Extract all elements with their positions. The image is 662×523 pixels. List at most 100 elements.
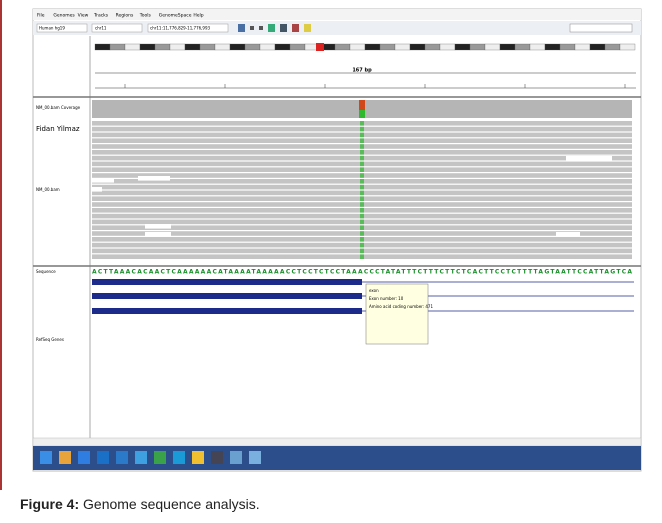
gap bbox=[138, 176, 170, 181]
task-icon[interactable] bbox=[97, 451, 109, 464]
exon bbox=[92, 293, 362, 299]
band bbox=[230, 44, 245, 50]
track-name: NM_00.bam Coverage bbox=[36, 105, 81, 110]
read-variant bbox=[360, 191, 364, 196]
band bbox=[470, 44, 485, 50]
band bbox=[335, 44, 350, 50]
gap bbox=[92, 178, 114, 183]
task-icon[interactable] bbox=[211, 451, 223, 464]
task-icon[interactable] bbox=[230, 451, 242, 464]
task-icon[interactable] bbox=[249, 451, 261, 464]
sample-name: Fidan Yilmaz bbox=[36, 125, 80, 133]
track-name: NM_00.bam bbox=[36, 187, 60, 192]
band bbox=[515, 44, 530, 50]
span-label: 167 bp bbox=[352, 68, 372, 74]
read-variant bbox=[360, 225, 364, 230]
menu-item[interactable]: Regions bbox=[116, 13, 134, 19]
tooltip-line: Amino acid coding number: 471 bbox=[369, 304, 433, 309]
gap bbox=[145, 232, 171, 237]
band bbox=[440, 44, 455, 50]
caption-label: Figure 4: bbox=[20, 496, 79, 512]
band bbox=[290, 44, 305, 50]
exon bbox=[92, 308, 362, 314]
gap bbox=[145, 224, 171, 229]
band bbox=[455, 44, 470, 50]
read-variant bbox=[360, 185, 364, 190]
read-variant bbox=[360, 127, 364, 132]
caption: Figure 4: Genome sequence analysis. bbox=[20, 496, 260, 512]
band bbox=[155, 44, 170, 50]
task-icon[interactable] bbox=[59, 451, 71, 464]
exon bbox=[92, 279, 362, 285]
band bbox=[605, 44, 620, 50]
menu-item[interactable]: GenomeSpace bbox=[159, 13, 192, 19]
chromosome: chr11 bbox=[95, 26, 107, 31]
read-variant bbox=[360, 144, 364, 149]
band bbox=[215, 44, 230, 50]
band bbox=[365, 44, 380, 50]
tooltip-line: exon bbox=[369, 288, 379, 293]
centromere bbox=[316, 43, 324, 51]
gap bbox=[92, 187, 102, 192]
menu-item[interactable]: Tracks bbox=[93, 13, 109, 19]
read-variant bbox=[360, 214, 364, 219]
coverage-variant bbox=[359, 110, 365, 118]
sequence: ACTTAAACACAACTCAAAAAACATAAAATAAAAACCTCCT… bbox=[92, 269, 632, 276]
read-variant bbox=[360, 208, 364, 213]
band bbox=[125, 44, 140, 50]
read-variant bbox=[360, 167, 364, 172]
band bbox=[425, 44, 440, 50]
figure: File GenomesView Tracks Regions Tools GenomeS… bbox=[0, 0, 662, 523]
band bbox=[380, 44, 395, 50]
band bbox=[260, 44, 275, 50]
band bbox=[545, 44, 560, 50]
read-variant bbox=[360, 138, 364, 143]
track-name: RefSeq Genes bbox=[36, 337, 64, 342]
band bbox=[485, 44, 500, 50]
task-icon[interactable] bbox=[40, 451, 52, 464]
band bbox=[185, 44, 200, 50]
caption-text: Genome sequence analysis. bbox=[83, 496, 260, 512]
band bbox=[500, 44, 515, 50]
task-icon[interactable] bbox=[135, 451, 147, 464]
band bbox=[575, 44, 590, 50]
band bbox=[110, 44, 125, 50]
ideogram bbox=[95, 43, 635, 51]
band bbox=[410, 44, 425, 50]
read-variant bbox=[360, 202, 364, 207]
read-variant bbox=[360, 121, 364, 126]
read-variant bbox=[360, 133, 364, 138]
read-variant bbox=[360, 254, 364, 259]
band bbox=[530, 44, 545, 50]
gap bbox=[566, 156, 612, 161]
read-variant bbox=[360, 196, 364, 201]
menu-item[interactable]: View bbox=[78, 13, 89, 19]
read-variant bbox=[360, 162, 364, 167]
band bbox=[395, 44, 410, 50]
band bbox=[170, 44, 185, 50]
read-variant bbox=[360, 179, 364, 184]
read-variant bbox=[360, 237, 364, 242]
band bbox=[275, 44, 290, 50]
band bbox=[590, 44, 605, 50]
menu-item[interactable]: File bbox=[37, 13, 45, 19]
locus: chr11:11,776,829-11,776,993 bbox=[150, 26, 211, 31]
task-icon[interactable] bbox=[116, 451, 128, 464]
menu-item[interactable]: Help bbox=[193, 13, 203, 19]
menu-item[interactable]: Genomes bbox=[53, 13, 75, 19]
band bbox=[245, 44, 260, 50]
task-icon[interactable] bbox=[192, 451, 204, 464]
status-bar bbox=[33, 438, 641, 446]
read-variant bbox=[360, 150, 364, 155]
gap bbox=[556, 232, 580, 237]
task-icon[interactable] bbox=[154, 451, 166, 464]
band bbox=[200, 44, 215, 50]
menu-item[interactable]: Tools bbox=[139, 13, 152, 19]
screenshot: File GenomesView Tracks Regions Tools GenomeS… bbox=[0, 0, 662, 490]
tooltip bbox=[366, 284, 428, 344]
task-icon[interactable] bbox=[78, 451, 90, 464]
task-icon[interactable] bbox=[173, 451, 185, 464]
band bbox=[140, 44, 155, 50]
band bbox=[620, 44, 635, 50]
genome: Human hg19 bbox=[39, 26, 65, 31]
